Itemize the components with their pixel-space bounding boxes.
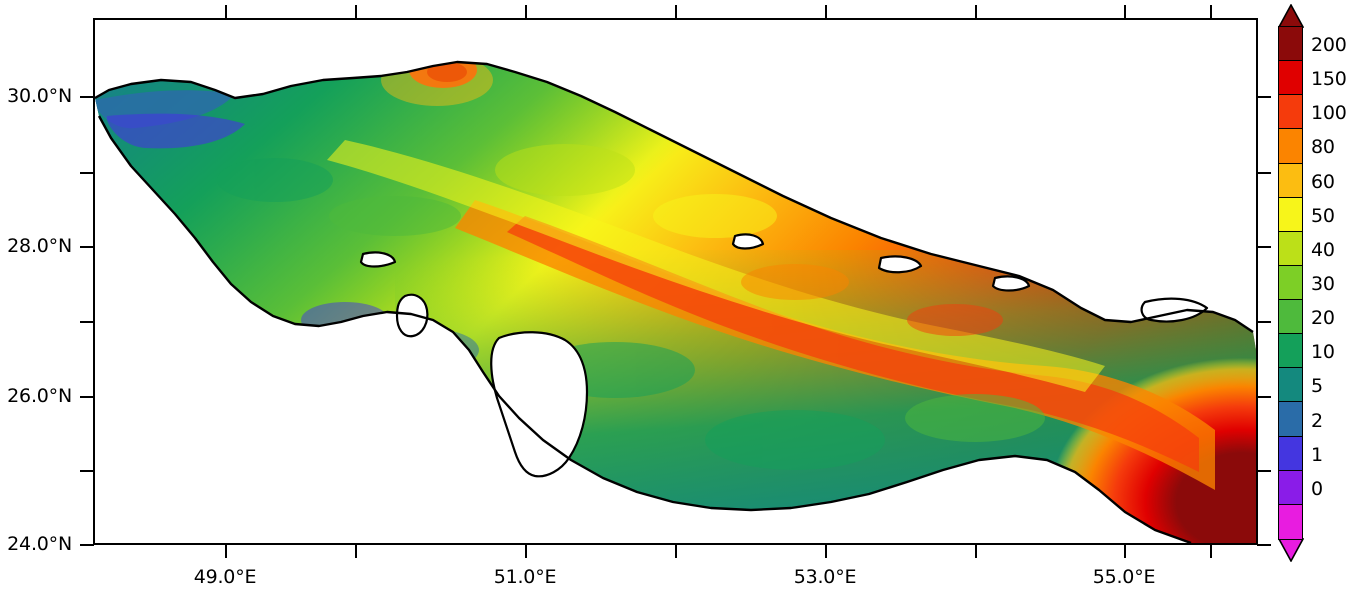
ytick-right-minor-3: [1257, 470, 1271, 472]
xtick-top-minor-3: [975, 5, 977, 18]
ytick-minor-3: [80, 470, 94, 472]
ytick-major-30: [80, 96, 94, 98]
ytick-minor-2: [80, 321, 94, 323]
colorbar-label-2: 2: [1311, 409, 1323, 432]
xaxis-label-55: 55.0°E: [1092, 566, 1156, 588]
colorbar-label-20: 20: [1311, 307, 1335, 330]
xtick-major-51: [525, 545, 527, 558]
colorbar: [1277, 4, 1304, 562]
xtick-minor-2: [675, 545, 677, 558]
xtick-minor-4: [1210, 545, 1212, 558]
colorbar-label-0: 0: [1311, 477, 1323, 500]
colorbar-segment-5: [1278, 196, 1303, 233]
yaxis-label-24: 24.0°N: [7, 533, 72, 555]
colorbar-segment-1: [1278, 60, 1303, 96]
xtick-major-55: [1124, 545, 1126, 558]
colorbar-label-1: 1: [1311, 443, 1323, 466]
ytick-right-30: [1257, 96, 1271, 98]
qatar-landmass: [490, 331, 589, 478]
xaxis-label-49: 49.0°E: [193, 566, 257, 588]
island-small-a: [731, 233, 765, 250]
yaxis-label-26: 26.0°N: [7, 385, 72, 407]
xtick-top-minor-4: [1210, 5, 1212, 18]
xtick-top-minor-1: [355, 5, 357, 18]
map-plot-area: [93, 18, 1258, 545]
yaxis-label-28: 28.0°N: [7, 235, 72, 257]
xtick-minor-3: [975, 545, 977, 558]
colorbar-segment-7: [1278, 264, 1303, 301]
colorbar-segment-9: [1278, 333, 1303, 369]
ytick-right-minor-2: [1257, 321, 1271, 323]
xtick-minor-1: [355, 545, 357, 558]
colorbar-cap-top: [1277, 4, 1304, 28]
colorbar-segment-2: [1278, 94, 1303, 130]
colorbar-label-60: 60: [1311, 170, 1335, 193]
colorbar-label-30: 30: [1311, 273, 1335, 295]
colorbar-label-200: 200: [1311, 34, 1347, 57]
colorbar-segment-0: [1278, 26, 1303, 62]
colorbar-segment-10: [1278, 367, 1303, 404]
colorbar-segment-8: [1278, 299, 1303, 335]
colorbar-segment-6: [1278, 230, 1303, 267]
south-coastline: [97, 115, 1192, 543]
ytick-major-28: [80, 246, 94, 248]
island-kish: [991, 275, 1031, 292]
colorbar-segment-11: [1278, 401, 1303, 438]
island-qeshm: [877, 255, 923, 274]
ytick-minor-1: [80, 172, 94, 174]
xtick-top-51: [525, 5, 527, 18]
colorbar-cap-bottom: [1277, 538, 1304, 562]
xtick-top-55: [1124, 5, 1126, 18]
xtick-top-49: [225, 5, 227, 18]
colorbar-label-150: 150: [1311, 68, 1347, 91]
colorbar-label-50: 50: [1311, 204, 1335, 227]
colorbar-label-100: 100: [1311, 102, 1347, 125]
colorbar-label-10: 10: [1311, 341, 1335, 364]
ytick-major-26: [80, 396, 94, 398]
north-head-core: [427, 62, 467, 82]
yaxis-label-30: 30.0°N: [7, 85, 72, 107]
ytick-right-minor-1: [1257, 172, 1271, 174]
xtick-major-53: [825, 545, 827, 558]
colorbar-label-80: 80: [1311, 136, 1335, 159]
xaxis-label-51: 51.0°E: [493, 566, 557, 588]
kuwait-fringe-inner: [107, 113, 245, 149]
xaxis-label-53: 53.0°E: [793, 566, 857, 588]
north-coastline: [95, 60, 1254, 333]
yellow-shoulder-band: [327, 140, 1105, 392]
land-polygons: [359, 233, 1209, 478]
colorbar-segment-3: [1278, 128, 1303, 165]
colorbar-segment-14: [1278, 503, 1303, 540]
colorbar-segment-4: [1278, 162, 1303, 199]
colorbar-label-40: 40: [1311, 238, 1335, 261]
ytick-right-28: [1257, 246, 1271, 248]
xtick-top-53: [825, 5, 827, 18]
colorbar-label-5: 5: [1311, 375, 1323, 398]
ytick-right-24: [1257, 544, 1271, 546]
island-small-b: [359, 251, 397, 268]
xtick-top-minor-2: [675, 5, 677, 18]
ytick-right-26: [1257, 396, 1271, 398]
gulf-contour-field: [95, 20, 1256, 543]
xtick-major-49: [225, 545, 227, 558]
colorbar-segment-12: [1278, 435, 1303, 472]
colorbar-segment-13: [1278, 469, 1303, 506]
ytick-major-24: [80, 544, 94, 546]
